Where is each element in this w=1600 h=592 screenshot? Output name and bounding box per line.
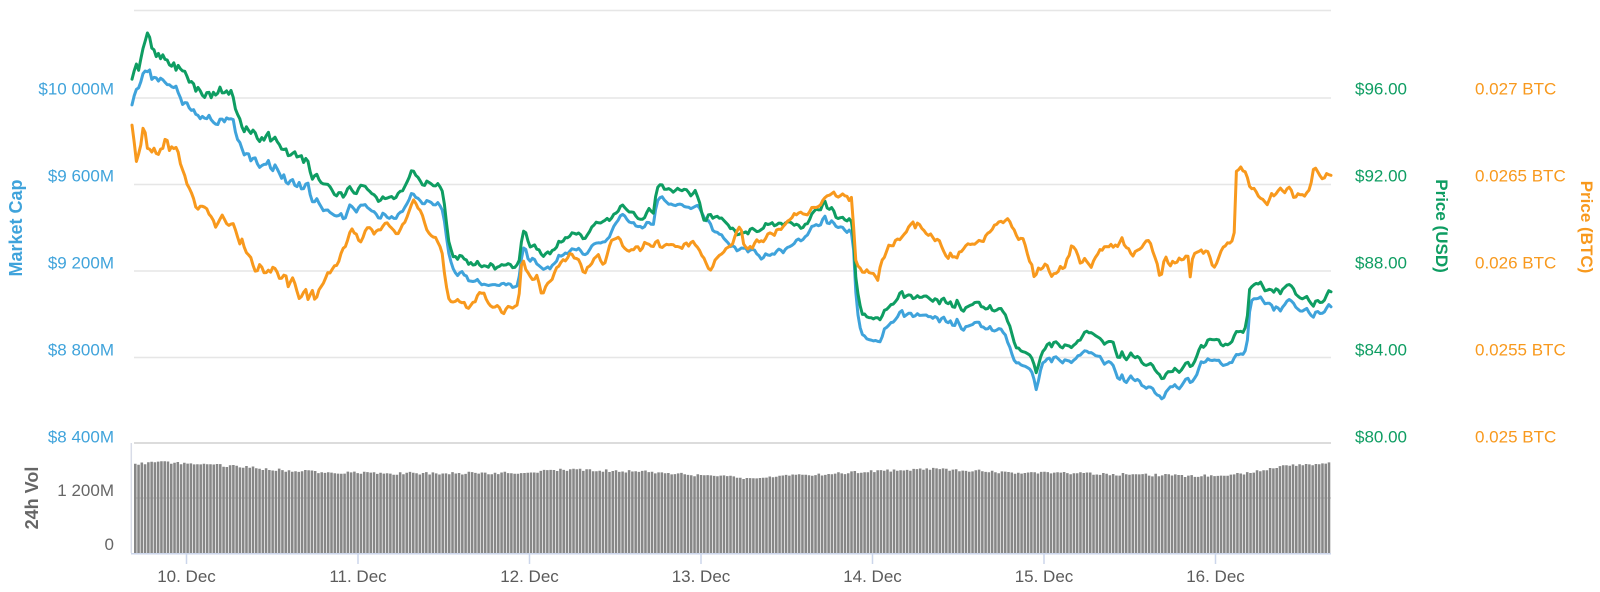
svg-text:10. Dec: 10. Dec [157,567,216,586]
svg-text:$8 400M: $8 400M [48,428,114,447]
svg-text:1 200M: 1 200M [57,481,114,500]
svg-text:12. Dec: 12. Dec [500,567,559,586]
svg-text:$84.00: $84.00 [1355,341,1407,360]
svg-text:0.0255 BTC: 0.0255 BTC [1475,341,1566,360]
svg-text:$80.00: $80.00 [1355,428,1407,447]
svg-text:0.026 BTC: 0.026 BTC [1475,254,1556,273]
svg-text:$9 600M: $9 600M [48,167,114,186]
svg-text:0.0265 BTC: 0.0265 BTC [1475,167,1566,186]
svg-text:15. Dec: 15. Dec [1015,567,1074,586]
svg-text:$88.00: $88.00 [1355,254,1407,273]
svg-text:$9 200M: $9 200M [48,254,114,273]
svg-text:$10 000M: $10 000M [38,80,114,99]
svg-text:$92.00: $92.00 [1355,167,1407,186]
svg-text:Price (BTC): Price (BTC) [1577,181,1596,274]
svg-text:0.025 BTC: 0.025 BTC [1475,428,1556,447]
svg-text:0.027 BTC: 0.027 BTC [1475,80,1556,99]
svg-text:13. Dec: 13. Dec [672,567,731,586]
svg-text:$96.00: $96.00 [1355,80,1407,99]
svg-text:16. Dec: 16. Dec [1186,567,1245,586]
svg-text:Market Cap: Market Cap [6,179,26,276]
svg-text:0: 0 [105,535,114,554]
svg-text:14. Dec: 14. Dec [843,567,902,586]
svg-text:24h Vol: 24h Vol [22,467,42,530]
svg-text:$8 800M: $8 800M [48,341,114,360]
svg-text:11. Dec: 11. Dec [329,567,387,586]
svg-text:Price (USD): Price (USD) [1432,179,1451,273]
